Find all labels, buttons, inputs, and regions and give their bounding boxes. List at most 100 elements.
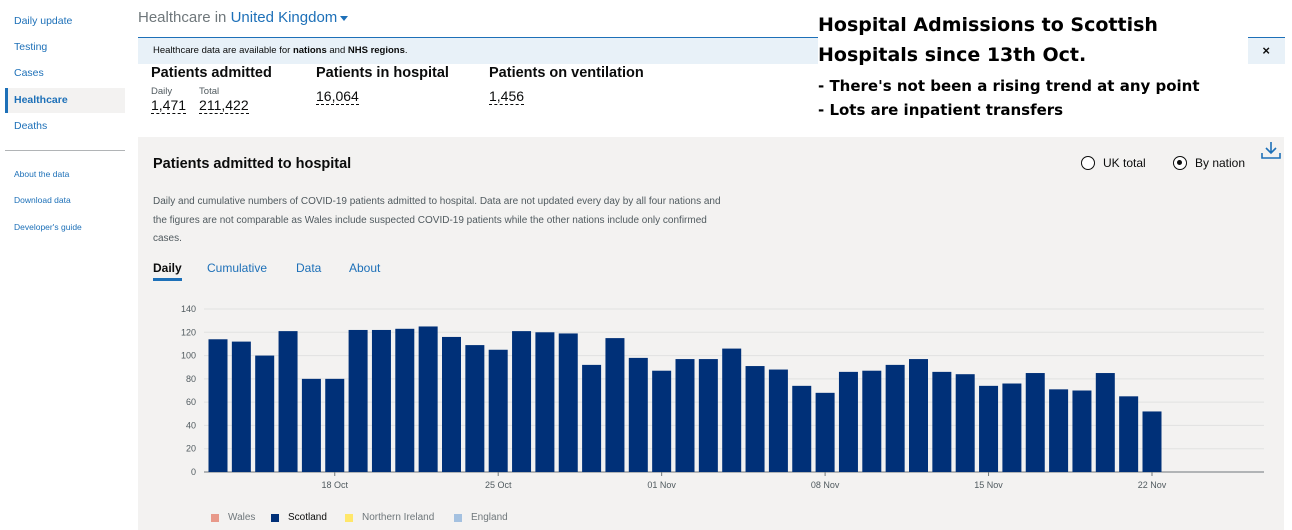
caret-down-icon[interactable] [340, 15, 349, 21]
card-title: Patients admitted to hospital [153, 156, 352, 172]
legend-swatch [345, 513, 353, 522]
card-description: Daily and cumulative numbers of COVID-19… [153, 196, 721, 244]
bar-scotland[interactable] [1072, 390, 1092, 473]
bar-scotland[interactable] [535, 332, 555, 472]
y-tick-label: 120 [181, 327, 196, 337]
annotation-bullet: - Lots are inpatient transfers [818, 101, 1064, 119]
y-tick-label: 20 [186, 444, 196, 454]
bar-scotland[interactable] [255, 355, 275, 472]
tab-daily[interactable]: Daily [153, 261, 182, 281]
bar-scotland[interactable] [815, 392, 835, 472]
sidebar-item-daily-update[interactable]: Daily update [14, 15, 73, 27]
legend-label[interactable]: England [471, 512, 508, 523]
headline-value-total[interactable]: 211,422 [199, 97, 249, 114]
x-tick-label: 18 Oct [321, 480, 348, 490]
radio-checked-icon[interactable] [1173, 156, 1187, 170]
bar-scotland[interactable] [722, 348, 742, 472]
area-selector-label[interactable]: United Kingdom [230, 9, 338, 26]
bar-scotland[interactable] [1095, 373, 1115, 472]
bar-scotland[interactable] [745, 366, 765, 472]
bar-scotland[interactable] [1002, 383, 1022, 472]
headline-value[interactable]: 16,064 [316, 88, 359, 105]
radio-label[interactable]: UK total [1103, 156, 1146, 170]
bar-scotland[interactable] [348, 329, 368, 472]
x-tick-label: 08 Nov [811, 480, 840, 490]
sidebar-item-healthcare[interactable]: Healthcare [5, 88, 125, 113]
bar-scotland[interactable] [231, 341, 251, 472]
bar-scotland[interactable] [652, 370, 672, 472]
bar-scotland[interactable] [1142, 411, 1162, 472]
legend-scotland[interactable]: Scotland [271, 512, 327, 523]
bar-scotland[interactable] [885, 364, 905, 472]
bar-scotland[interactable] [862, 370, 882, 472]
bar-scotland[interactable] [698, 359, 718, 472]
bar-scotland[interactable] [488, 349, 508, 472]
tab-data[interactable]: Data [296, 261, 322, 275]
bar-scotland[interactable] [442, 336, 461, 472]
y-tick-label: 140 [181, 304, 196, 314]
bar-scotland[interactable] [371, 329, 391, 472]
bar-scotland[interactable] [768, 369, 788, 472]
chart-bars [208, 326, 1162, 473]
page-title: Healthcare in United Kingdom [138, 9, 349, 26]
sidebar-item-testing[interactable]: Testing [14, 41, 48, 53]
bar-scotland[interactable] [792, 385, 812, 472]
bar-scotland[interactable] [1049, 389, 1069, 472]
bar-scotland[interactable] [208, 339, 228, 472]
radio-by-nation[interactable]: By nation [1173, 156, 1245, 170]
tab-about[interactable]: About [349, 261, 381, 275]
headline-sub-label: Total [199, 86, 220, 97]
bar-scotland[interactable] [955, 374, 975, 472]
x-tick-label: 25 Oct [485, 480, 512, 490]
bar-scotland[interactable] [838, 371, 858, 472]
headline-value[interactable]: 1,456 [489, 88, 525, 105]
x-tick-label: 22 Nov [1138, 480, 1167, 490]
chart-x-ticks: 18 Oct 25 Oct 01 Nov 08 Nov 15 Nov 22 Nov [321, 472, 1167, 490]
sidebar-item-cases[interactable]: Cases [14, 67, 44, 79]
bar-scotland[interactable] [301, 378, 321, 472]
area-selector[interactable]: United Kingdom [231, 9, 349, 26]
sidebar-item-download-data[interactable]: Download data [14, 195, 71, 205]
bar-scotland[interactable] [465, 345, 485, 472]
legend-wales[interactable]: Wales [211, 512, 255, 523]
bar-scotland[interactable] [909, 359, 928, 472]
y-tick-label: 60 [186, 397, 196, 407]
bar-scotland[interactable] [932, 371, 952, 472]
bar-scotland[interactable] [675, 359, 695, 472]
bar-scotland[interactable] [582, 364, 602, 472]
bar-scotland[interactable] [628, 357, 648, 472]
bar-scotland[interactable] [512, 331, 532, 472]
download-icon[interactable] [1260, 139, 1282, 161]
bar-scotland[interactable] [605, 338, 625, 472]
legend-label[interactable]: Northern Ireland [362, 512, 435, 523]
sidebar-item-developers-guide[interactable]: Developer's guide [14, 222, 82, 232]
bar-scotland[interactable] [979, 385, 999, 472]
bar-scotland[interactable] [325, 378, 345, 472]
headline-label: Patients on ventilation [489, 65, 644, 81]
legend-label[interactable]: Scotland [288, 512, 327, 523]
headline-patients-admitted: Patients admitted Daily 1,471 Total 211,… [151, 65, 272, 115]
sidebar-item-about-data[interactable]: About the data [14, 169, 70, 179]
y-tick-label: 0 [191, 467, 196, 477]
sidebar-item-deaths[interactable]: Deaths [14, 120, 48, 132]
bar-scotland[interactable] [418, 326, 438, 472]
banner-text-prefix: Healthcare data are available for [153, 45, 293, 56]
legend-label[interactable]: Wales [228, 512, 256, 523]
close-icon[interactable]: × [1262, 43, 1270, 58]
legend-swatch [454, 513, 462, 522]
bar-scotland[interactable] [278, 331, 298, 472]
bar-scotland[interactable] [558, 333, 578, 472]
legend-northern-ireland[interactable]: Northern Ireland [345, 512, 434, 523]
legend-swatch [211, 513, 219, 522]
bar-scotland[interactable] [1119, 396, 1139, 472]
tab-cumulative[interactable]: Cumulative [207, 261, 268, 275]
bar-scotland[interactable] [1025, 373, 1045, 472]
radio-label[interactable]: By nation [1195, 156, 1246, 170]
radio-uk-total[interactable]: UK total [1081, 156, 1146, 170]
headline-value-daily[interactable]: 1,471 [151, 97, 187, 114]
x-tick-label: 15 Nov [974, 480, 1003, 490]
legend-england[interactable]: England [454, 512, 508, 523]
radio-circle-icon[interactable] [1081, 156, 1095, 170]
bar-scotland[interactable] [395, 328, 415, 472]
y-tick-label: 80 [186, 374, 196, 384]
